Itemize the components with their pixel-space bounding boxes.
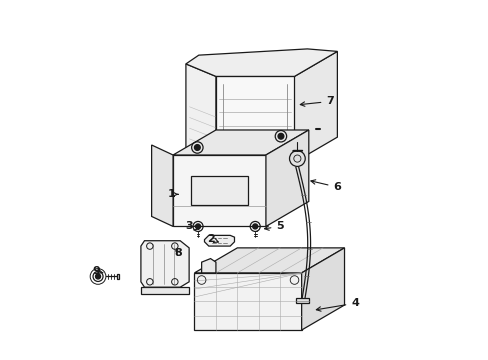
- Polygon shape: [151, 145, 173, 226]
- Text: 4: 4: [316, 298, 359, 311]
- Circle shape: [95, 274, 101, 279]
- Polygon shape: [190, 176, 247, 205]
- Polygon shape: [301, 248, 344, 330]
- Polygon shape: [294, 51, 337, 162]
- Circle shape: [194, 145, 200, 150]
- Text: 5: 5: [264, 221, 284, 231]
- Polygon shape: [141, 287, 189, 294]
- Polygon shape: [173, 155, 265, 226]
- Text: 1: 1: [167, 189, 178, 199]
- Polygon shape: [173, 130, 308, 155]
- Text: 2: 2: [206, 234, 218, 244]
- Polygon shape: [216, 76, 294, 162]
- Polygon shape: [272, 162, 287, 171]
- Polygon shape: [265, 130, 308, 226]
- Polygon shape: [204, 235, 234, 246]
- Polygon shape: [141, 241, 189, 287]
- Circle shape: [278, 134, 283, 139]
- Text: 3: 3: [185, 221, 199, 231]
- Polygon shape: [194, 273, 301, 330]
- Circle shape: [252, 224, 257, 229]
- Polygon shape: [296, 298, 308, 303]
- Text: 7: 7: [300, 96, 333, 107]
- Text: 8: 8: [174, 248, 182, 258]
- Polygon shape: [223, 162, 237, 171]
- Polygon shape: [185, 64, 216, 162]
- Text: 6: 6: [310, 180, 341, 192]
- Polygon shape: [194, 248, 344, 273]
- Text: 9: 9: [92, 266, 103, 276]
- Polygon shape: [185, 49, 337, 76]
- Circle shape: [195, 224, 200, 229]
- Polygon shape: [201, 258, 216, 273]
- Polygon shape: [116, 274, 119, 279]
